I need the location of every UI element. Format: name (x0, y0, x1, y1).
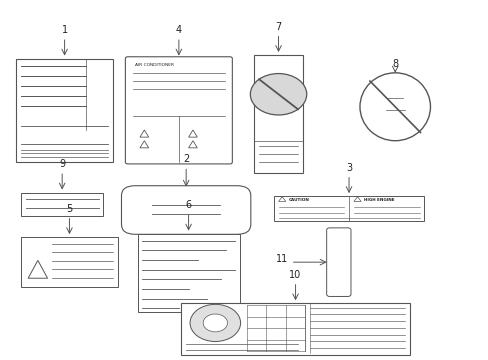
FancyBboxPatch shape (326, 228, 350, 296)
FancyBboxPatch shape (273, 196, 424, 221)
Ellipse shape (359, 73, 429, 141)
Polygon shape (28, 260, 47, 278)
FancyBboxPatch shape (181, 303, 409, 355)
FancyBboxPatch shape (21, 237, 118, 287)
FancyBboxPatch shape (121, 186, 250, 234)
Text: 5: 5 (66, 204, 72, 214)
Text: 8: 8 (391, 59, 398, 68)
FancyBboxPatch shape (125, 57, 232, 164)
Text: AIR CONDITIONER: AIR CONDITIONER (135, 63, 174, 67)
Text: HIGH ENGINE: HIGH ENGINE (363, 198, 393, 202)
Text: 10: 10 (289, 270, 301, 280)
Text: 1: 1 (61, 25, 67, 35)
Circle shape (190, 304, 240, 342)
Text: 7: 7 (275, 22, 281, 32)
Text: 2: 2 (183, 154, 189, 164)
FancyBboxPatch shape (21, 193, 103, 216)
Text: 11: 11 (275, 253, 287, 264)
FancyBboxPatch shape (254, 55, 302, 173)
Text: 6: 6 (185, 201, 191, 210)
Text: 9: 9 (59, 159, 65, 169)
Circle shape (203, 314, 227, 332)
Text: CAUTION: CAUTION (287, 198, 308, 202)
FancyBboxPatch shape (137, 234, 239, 312)
Text: 3: 3 (346, 163, 351, 173)
Circle shape (250, 73, 306, 115)
FancyBboxPatch shape (16, 59, 113, 162)
Text: 4: 4 (176, 25, 182, 35)
